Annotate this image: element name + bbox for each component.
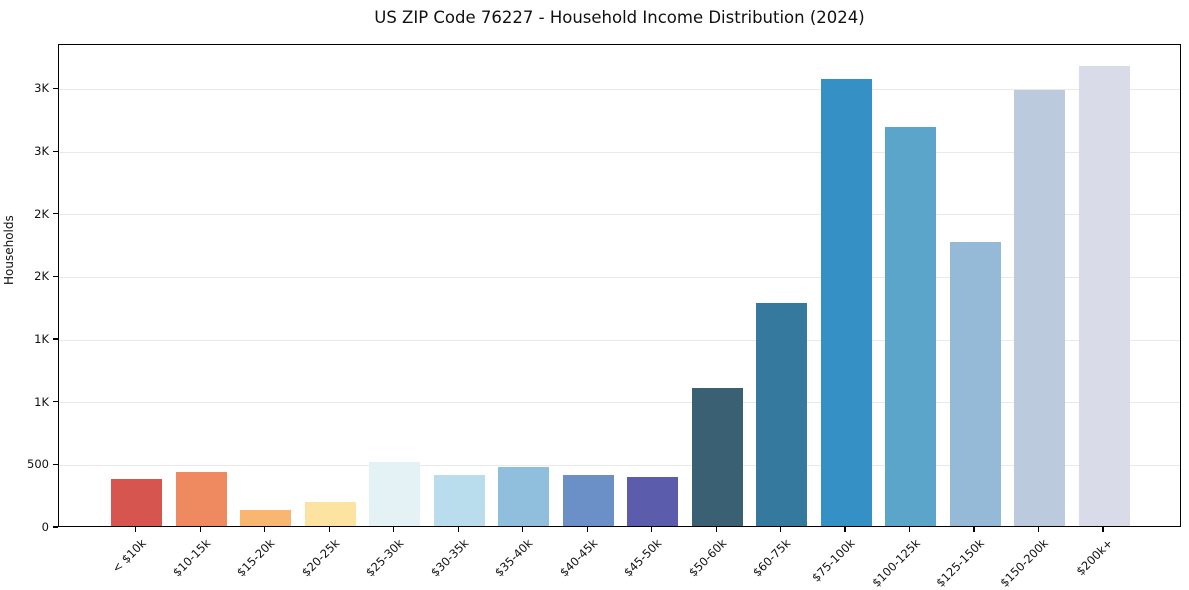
bar-25-30k [369, 462, 421, 526]
bar-100-125k [885, 126, 937, 526]
bar-30-35k [433, 475, 485, 526]
gridline [59, 464, 1180, 466]
y-tick-mark [53, 463, 58, 465]
y-tick-label: 2K [34, 269, 49, 284]
bar-125-150k [949, 242, 1001, 526]
gridline [59, 151, 1180, 153]
y-tick-label: 2K [34, 206, 49, 221]
x-tick-mark [522, 527, 524, 532]
gridline [59, 276, 1180, 278]
x-tick-mark [715, 527, 717, 532]
bar-50-60k [691, 388, 743, 526]
gridline [59, 339, 1180, 341]
x-tick-mark [973, 527, 975, 532]
y-tick-label: 1K [34, 332, 49, 347]
bar-40-45k [562, 474, 614, 526]
y-tick-mark [53, 338, 58, 340]
x-tick-mark [457, 527, 459, 532]
bar-75-100k [820, 78, 872, 526]
y-tick-mark [53, 526, 58, 528]
y-tick-mark [53, 87, 58, 90]
bar-150-200k [1014, 90, 1066, 526]
y-tick-mark [53, 275, 58, 277]
bar-10k [111, 479, 163, 526]
y-tick-mark [53, 150, 58, 152]
bar-10-15k [175, 471, 227, 526]
gridline [59, 214, 1180, 216]
gridline [59, 88, 1180, 90]
bar-60-75k [756, 302, 808, 526]
x-tick-mark [651, 527, 653, 532]
gridline [59, 402, 1180, 404]
x-tick-mark [780, 527, 782, 532]
y-tick-label: 500 [27, 457, 49, 472]
x-tick-mark [1102, 527, 1104, 532]
x-tick-mark [328, 527, 330, 532]
y-tick-label: 0 [41, 520, 49, 534]
y-tick-label: 1K [34, 394, 49, 409]
x-tick-mark [844, 527, 846, 532]
bar-35-40k [498, 467, 550, 526]
x-tick-mark [586, 527, 588, 532]
y-tick-label: 3K [34, 144, 49, 159]
x-tick-mark [135, 527, 137, 532]
bar-15-20k [240, 509, 292, 526]
x-tick-mark [264, 527, 266, 532]
bar-45-50k [627, 477, 679, 526]
y-tick-label: 3K [34, 81, 49, 96]
chart-title: US ZIP Code 76227 - Household Income Dis… [374, 8, 865, 27]
x-tick-mark [908, 527, 911, 532]
x-tick-mark [393, 527, 395, 532]
y-tick-mark [53, 401, 58, 403]
x-tick-mark [199, 527, 201, 532]
bar-200k [1078, 66, 1130, 526]
x-tick-mark [1037, 527, 1040, 532]
plot-area [58, 44, 1181, 527]
y-tick-mark [53, 213, 58, 215]
bar-20-25k [304, 502, 356, 526]
